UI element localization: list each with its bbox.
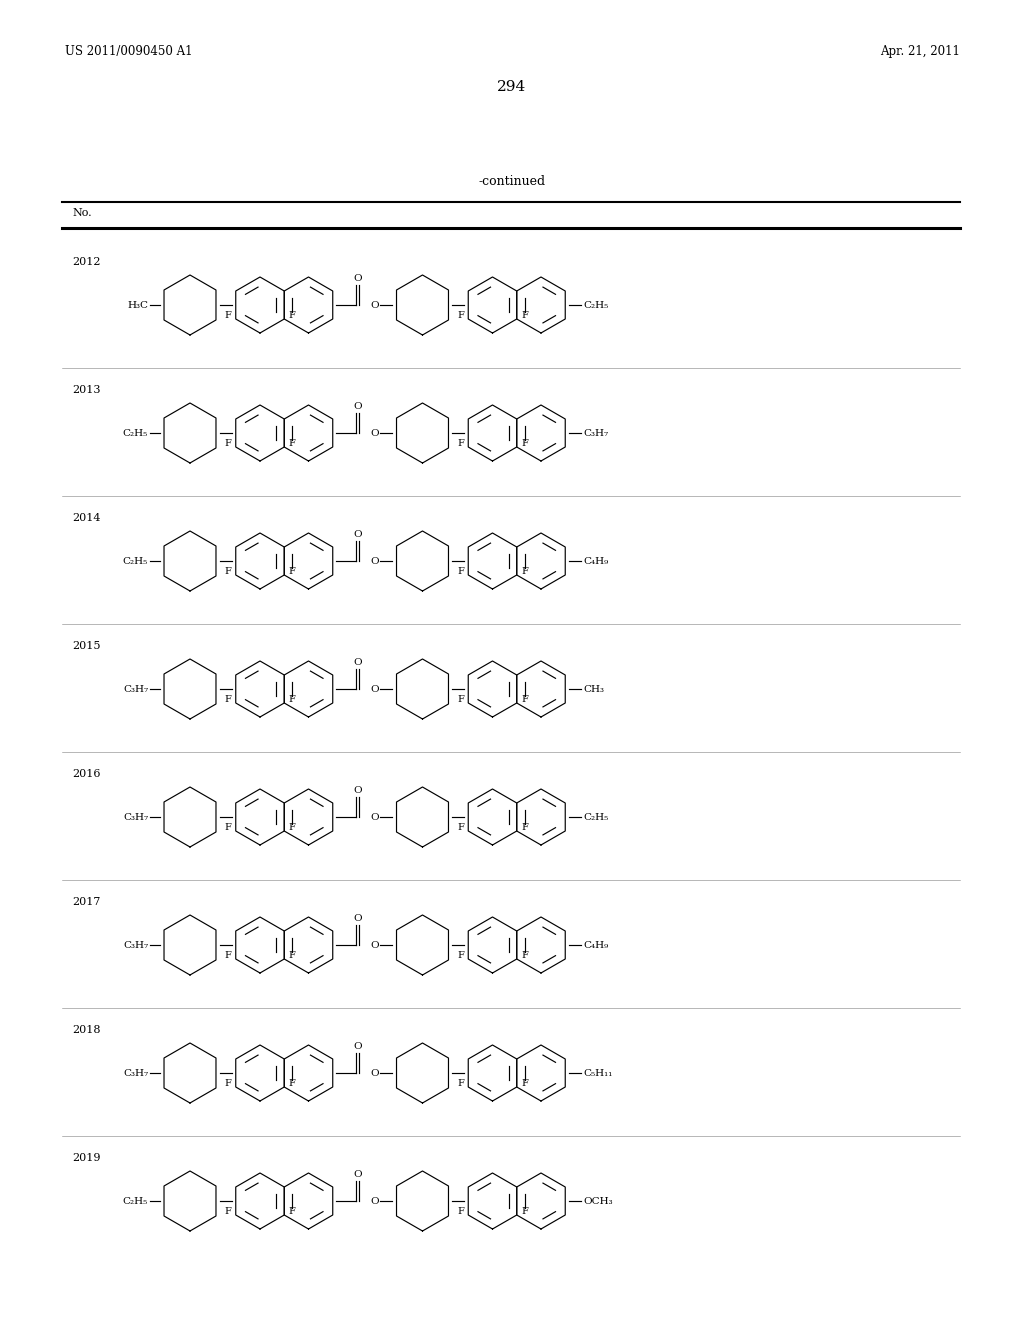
Text: F: F (457, 438, 464, 447)
Text: F: F (224, 694, 231, 704)
Text: F: F (457, 822, 464, 832)
Text: F: F (521, 822, 528, 832)
Text: F: F (457, 950, 464, 960)
Text: C₂H₅: C₂H₅ (583, 813, 608, 821)
Text: 294: 294 (498, 81, 526, 94)
Text: O: O (371, 685, 379, 693)
Text: O: O (353, 275, 362, 282)
Text: F: F (289, 1206, 296, 1216)
Text: F: F (457, 310, 464, 319)
Text: F: F (521, 1078, 528, 1088)
Text: C₅H₁₁: C₅H₁₁ (583, 1068, 612, 1077)
Text: US 2011/0090450 A1: US 2011/0090450 A1 (65, 45, 193, 58)
Text: F: F (224, 822, 231, 832)
Text: O: O (371, 301, 379, 309)
Text: H₃C: H₃C (127, 301, 148, 309)
Text: F: F (224, 950, 231, 960)
Text: O: O (353, 403, 362, 411)
Text: C₄H₉: C₄H₉ (583, 557, 608, 565)
Text: 2012: 2012 (72, 257, 100, 267)
Text: C₃H₇: C₃H₇ (123, 813, 148, 821)
Text: F: F (521, 566, 528, 576)
Text: 2013: 2013 (72, 385, 100, 395)
Text: F: F (224, 438, 231, 447)
Text: F: F (224, 1078, 231, 1088)
Text: O: O (371, 429, 379, 437)
Text: O: O (371, 1196, 379, 1205)
Text: -continued: -continued (478, 176, 546, 187)
Text: C₂H₅: C₂H₅ (583, 301, 608, 309)
Text: F: F (457, 566, 464, 576)
Text: F: F (289, 950, 296, 960)
Text: C₃H₇: C₃H₇ (583, 429, 608, 437)
Text: C₃H₇: C₃H₇ (123, 1068, 148, 1077)
Text: O: O (353, 785, 362, 795)
Text: 2018: 2018 (72, 1026, 100, 1035)
Text: C₂H₅: C₂H₅ (123, 1196, 148, 1205)
Text: No.: No. (72, 209, 91, 218)
Text: O: O (371, 940, 379, 949)
Text: C₂H₅: C₂H₅ (123, 429, 148, 437)
Text: C₃H₇: C₃H₇ (123, 940, 148, 949)
Text: O: O (353, 657, 362, 667)
Text: F: F (521, 950, 528, 960)
Text: O: O (353, 531, 362, 539)
Text: F: F (224, 310, 231, 319)
Text: CH₃: CH₃ (583, 685, 604, 693)
Text: F: F (457, 694, 464, 704)
Text: 2019: 2019 (72, 1152, 100, 1163)
Text: F: F (457, 1078, 464, 1088)
Text: F: F (289, 438, 296, 447)
Text: O: O (371, 1068, 379, 1077)
Text: C₄H₉: C₄H₉ (583, 940, 608, 949)
Text: O: O (353, 1170, 362, 1179)
Text: F: F (289, 1078, 296, 1088)
Text: O: O (353, 1041, 362, 1051)
Text: F: F (289, 566, 296, 576)
Text: Apr. 21, 2011: Apr. 21, 2011 (880, 45, 961, 58)
Text: F: F (224, 566, 231, 576)
Text: F: F (457, 1206, 464, 1216)
Text: 2017: 2017 (72, 898, 100, 907)
Text: 2015: 2015 (72, 642, 100, 651)
Text: F: F (289, 310, 296, 319)
Text: 2016: 2016 (72, 770, 100, 779)
Text: 2014: 2014 (72, 513, 100, 523)
Text: C₂H₅: C₂H₅ (123, 557, 148, 565)
Text: F: F (521, 694, 528, 704)
Text: F: F (521, 1206, 528, 1216)
Text: O: O (371, 557, 379, 565)
Text: F: F (224, 1206, 231, 1216)
Text: F: F (521, 438, 528, 447)
Text: OCH₃: OCH₃ (583, 1196, 612, 1205)
Text: F: F (521, 310, 528, 319)
Text: C₃H₇: C₃H₇ (123, 685, 148, 693)
Text: F: F (289, 822, 296, 832)
Text: O: O (371, 813, 379, 821)
Text: O: O (353, 913, 362, 923)
Text: F: F (289, 694, 296, 704)
